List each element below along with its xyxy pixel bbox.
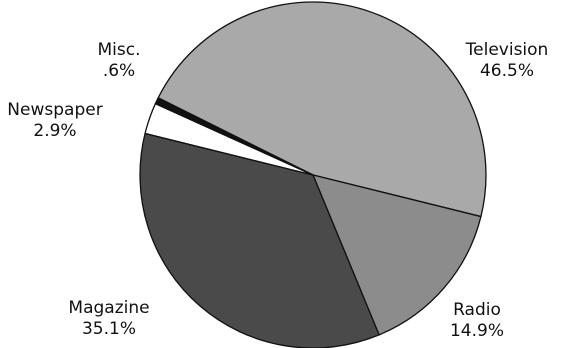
slice-value-radio: 14.9% xyxy=(437,321,517,342)
slice-label-newspaper: Newspaper 2.9% xyxy=(0,100,110,142)
slice-value-newspaper: 2.9% xyxy=(0,121,110,142)
slice-name-misc: Misc. xyxy=(79,40,159,61)
slice-label-radio: Radio 14.9% xyxy=(437,300,517,342)
slice-value-magazine: 35.1% xyxy=(54,319,164,340)
slice-name-newspaper: Newspaper xyxy=(0,100,110,121)
slice-value-misc: .6% xyxy=(79,61,159,82)
slice-label-misc: Misc. .6% xyxy=(79,40,159,82)
slice-name-television: Television xyxy=(452,40,562,61)
slice-name-magazine: Magazine xyxy=(54,298,164,319)
slice-label-magazine: Magazine 35.1% xyxy=(54,298,164,340)
slice-value-television: 46.5% xyxy=(452,61,562,82)
slice-label-television: Television 46.5% xyxy=(452,40,562,82)
slice-name-radio: Radio xyxy=(437,300,517,321)
